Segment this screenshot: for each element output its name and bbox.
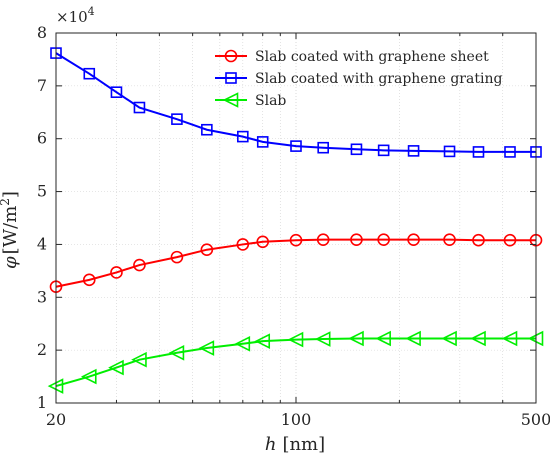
legend-item: Slab bbox=[215, 92, 286, 109]
data-point bbox=[133, 101, 146, 114]
data-point bbox=[289, 233, 303, 247]
data-point bbox=[290, 140, 302, 152]
y-axis-label: φ[W/m2] bbox=[0, 191, 21, 269]
axis-ticks: 1 2 3 4 5 6 7 8 20 100 500 bbox=[37, 23, 550, 429]
data-point bbox=[254, 333, 271, 349]
data-point bbox=[133, 258, 146, 272]
series-line bbox=[55, 52, 536, 153]
data-point bbox=[234, 336, 251, 352]
x-tick-label: 500 bbox=[521, 410, 550, 429]
series-circle bbox=[49, 233, 543, 294]
y-tick-label: 1 bbox=[37, 393, 47, 412]
data-point bbox=[170, 250, 184, 264]
axes-frame bbox=[55, 32, 537, 404]
legend-marker bbox=[222, 92, 239, 108]
data-point bbox=[82, 273, 96, 287]
data-point bbox=[110, 266, 123, 279]
data-point bbox=[80, 368, 97, 385]
data-point bbox=[198, 340, 215, 356]
data-point bbox=[131, 351, 147, 368]
legend-marker bbox=[224, 49, 238, 63]
data-point bbox=[201, 123, 213, 136]
data-point bbox=[472, 146, 485, 158]
legend-label: Slab coated with graphene grating bbox=[255, 71, 502, 87]
data-point bbox=[256, 235, 270, 249]
y-multiplier-label: ×104 bbox=[56, 5, 95, 26]
data-point bbox=[236, 238, 250, 251]
legend-marker bbox=[225, 72, 237, 84]
data-point bbox=[407, 145, 420, 157]
y-tick-label: 3 bbox=[37, 287, 47, 306]
data-point bbox=[504, 146, 516, 158]
x-tick-label: 100 bbox=[281, 410, 312, 429]
legend-label: Slab bbox=[255, 93, 286, 109]
data-point bbox=[407, 233, 420, 246]
series-line bbox=[55, 337, 536, 388]
series-triangle-left bbox=[47, 330, 544, 394]
data-point bbox=[348, 330, 364, 347]
data-point bbox=[405, 330, 421, 347]
data-point bbox=[443, 233, 456, 246]
data-point bbox=[470, 330, 486, 347]
data-point bbox=[287, 331, 304, 348]
legend-item: Slab coated with graphene sheet bbox=[215, 49, 489, 65]
data-point bbox=[316, 233, 330, 246]
data-point bbox=[317, 141, 329, 154]
data-point bbox=[171, 113, 183, 125]
y-tick-label: 5 bbox=[37, 182, 47, 201]
data-point bbox=[314, 331, 331, 347]
y-tick-label: 4 bbox=[37, 234, 47, 253]
data-point bbox=[237, 130, 249, 143]
data-point bbox=[441, 330, 457, 347]
data-point bbox=[377, 144, 390, 157]
data-point bbox=[501, 330, 518, 347]
grid-lines bbox=[55, 33, 537, 403]
x-tick-label: 20 bbox=[46, 410, 66, 429]
series-line bbox=[55, 238, 536, 288]
series-square bbox=[50, 47, 542, 158]
plot-series bbox=[47, 47, 544, 394]
data-point bbox=[377, 233, 390, 246]
data-point bbox=[472, 233, 485, 247]
y-tick-label: 2 bbox=[37, 340, 47, 359]
legend-item: Slab coated with graphene grating bbox=[215, 71, 502, 87]
y-tick-label: 7 bbox=[37, 76, 47, 95]
data-point bbox=[375, 330, 391, 347]
data-point bbox=[256, 136, 269, 148]
data-point bbox=[200, 243, 214, 257]
y-tick-label: 8 bbox=[37, 23, 47, 42]
data-point bbox=[83, 67, 96, 80]
data-point bbox=[503, 233, 517, 247]
x-axis-label: h [nm] bbox=[265, 434, 325, 455]
legend: Slab coated with graphene sheet Slab coat… bbox=[215, 49, 502, 109]
data-point bbox=[168, 344, 185, 361]
legend-label: Slab coated with graphene sheet bbox=[255, 49, 489, 65]
data-point bbox=[443, 145, 456, 158]
y-tick-label: 6 bbox=[37, 129, 47, 148]
data-point bbox=[350, 233, 363, 246]
data-point bbox=[108, 359, 124, 376]
data-point bbox=[110, 86, 123, 98]
data-point bbox=[350, 143, 363, 156]
